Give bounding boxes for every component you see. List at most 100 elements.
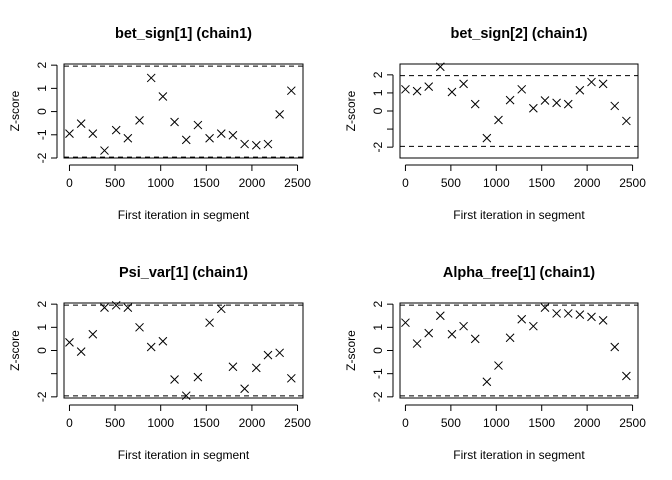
data-point (401, 319, 409, 327)
data-point (448, 330, 456, 338)
panel-1: bet_sign[1] (chain1)0 500 1000 1500 2000 2500… (8, 26, 311, 222)
x-tick-label: 1500 (528, 176, 555, 190)
y-tick-label: -2 (371, 391, 385, 402)
data-point (206, 134, 214, 142)
x-tick-label: 0 (66, 176, 73, 190)
series-points (65, 301, 295, 399)
data-point (564, 100, 572, 108)
data-point (460, 80, 468, 88)
data-point (425, 329, 433, 337)
x-tick-label: 1000 (483, 416, 510, 430)
x-tick-label: 500 (105, 176, 125, 190)
data-point (194, 121, 202, 129)
series-points (401, 304, 630, 386)
data-point (401, 85, 409, 93)
x-tick-label: 0 (402, 416, 409, 430)
x-tick-label: 2000 (574, 176, 601, 190)
data-point (241, 385, 249, 393)
data-point (264, 351, 272, 359)
data-point (425, 83, 433, 91)
y-tick-label: 0 (371, 107, 385, 114)
data-point (553, 309, 561, 317)
data-point (448, 88, 456, 96)
data-point (276, 110, 284, 118)
x-tick-label: 2500 (619, 176, 646, 190)
data-point (436, 312, 444, 320)
data-point (264, 140, 272, 148)
panel-title: bet_sign[1] (chain1) (115, 26, 252, 42)
data-point (506, 96, 514, 104)
data-point (241, 140, 249, 148)
y-tick-label: 0 (35, 347, 49, 354)
data-point (252, 364, 260, 372)
x-axis-label: First iteration in segment (453, 448, 585, 462)
data-point (112, 126, 120, 134)
data-point (65, 130, 73, 138)
panel-title: Alpha_free[1] (chain1) (443, 265, 595, 281)
data-point (506, 334, 514, 342)
plot-frame (400, 303, 638, 398)
data-point (77, 120, 85, 128)
data-point (494, 362, 502, 370)
data-point (194, 373, 202, 381)
x-tick-label: 1500 (193, 416, 220, 430)
y-axis-label: Z-score (8, 90, 22, 131)
data-point (65, 338, 73, 346)
data-point (89, 130, 97, 138)
x-tick-label: 0 (402, 176, 409, 190)
data-point (217, 130, 225, 138)
y-tick-label: 1 (371, 89, 385, 96)
data-point (159, 337, 167, 345)
data-point (599, 80, 607, 88)
data-point (471, 100, 479, 108)
x-tick-label: 1000 (147, 176, 174, 190)
x-tick-label: 500 (441, 176, 461, 190)
data-point (276, 349, 284, 357)
data-point (622, 372, 630, 380)
x-axis-label: First iteration in segment (118, 448, 250, 462)
data-point (529, 322, 537, 330)
plot-frame (400, 64, 638, 158)
x-tick-label: 2000 (239, 176, 266, 190)
x-axis-label: First iteration in segment (453, 208, 585, 222)
data-point (460, 322, 468, 330)
data-point (518, 85, 526, 93)
y-axis: -2 -1 0 1 2 (371, 301, 393, 403)
data-point (101, 147, 109, 155)
data-point (599, 316, 607, 324)
x-tick-label: 0 (66, 416, 73, 430)
panel-3: Psi_var[1] (chain1)0 500 1000 1500 2000 2500-… (8, 265, 311, 462)
data-point (217, 305, 225, 313)
x-axis-label: First iteration in segment (118, 208, 250, 222)
data-point (413, 87, 421, 95)
y-tick-label: 1 (371, 324, 385, 331)
data-point (136, 323, 144, 331)
data-point (136, 116, 144, 124)
data-point (622, 117, 630, 125)
y-tick-label: 1 (35, 324, 49, 331)
panel-4: Alpha_free[1] (chain1) 0 500 1000 1500 2000 25… (344, 265, 646, 462)
data-point (541, 97, 549, 105)
y-tick-label: 2 (35, 62, 49, 69)
x-tick-label: 2500 (619, 416, 646, 430)
y-axis-label: Z-score (344, 90, 358, 131)
data-point (564, 309, 572, 317)
data-point (171, 375, 179, 383)
data-point (576, 86, 584, 94)
data-point (483, 378, 491, 386)
y-tick-label: -1 (371, 368, 385, 379)
y-tick-label: 0 (371, 347, 385, 354)
data-point (529, 104, 537, 112)
data-point (147, 74, 155, 82)
data-point (587, 78, 595, 86)
series-points (401, 63, 630, 142)
data-point (124, 134, 132, 142)
y-tick-label: 1 (35, 85, 49, 92)
data-point (182, 136, 190, 144)
x-axis: 0 500 1000 1500 2000 2500 (402, 165, 646, 190)
y-tick-label: -2 (35, 152, 49, 163)
data-point (483, 134, 491, 142)
data-point (494, 116, 502, 124)
x-axis: 0 500 1000 1500 2000 2500 (66, 165, 311, 190)
